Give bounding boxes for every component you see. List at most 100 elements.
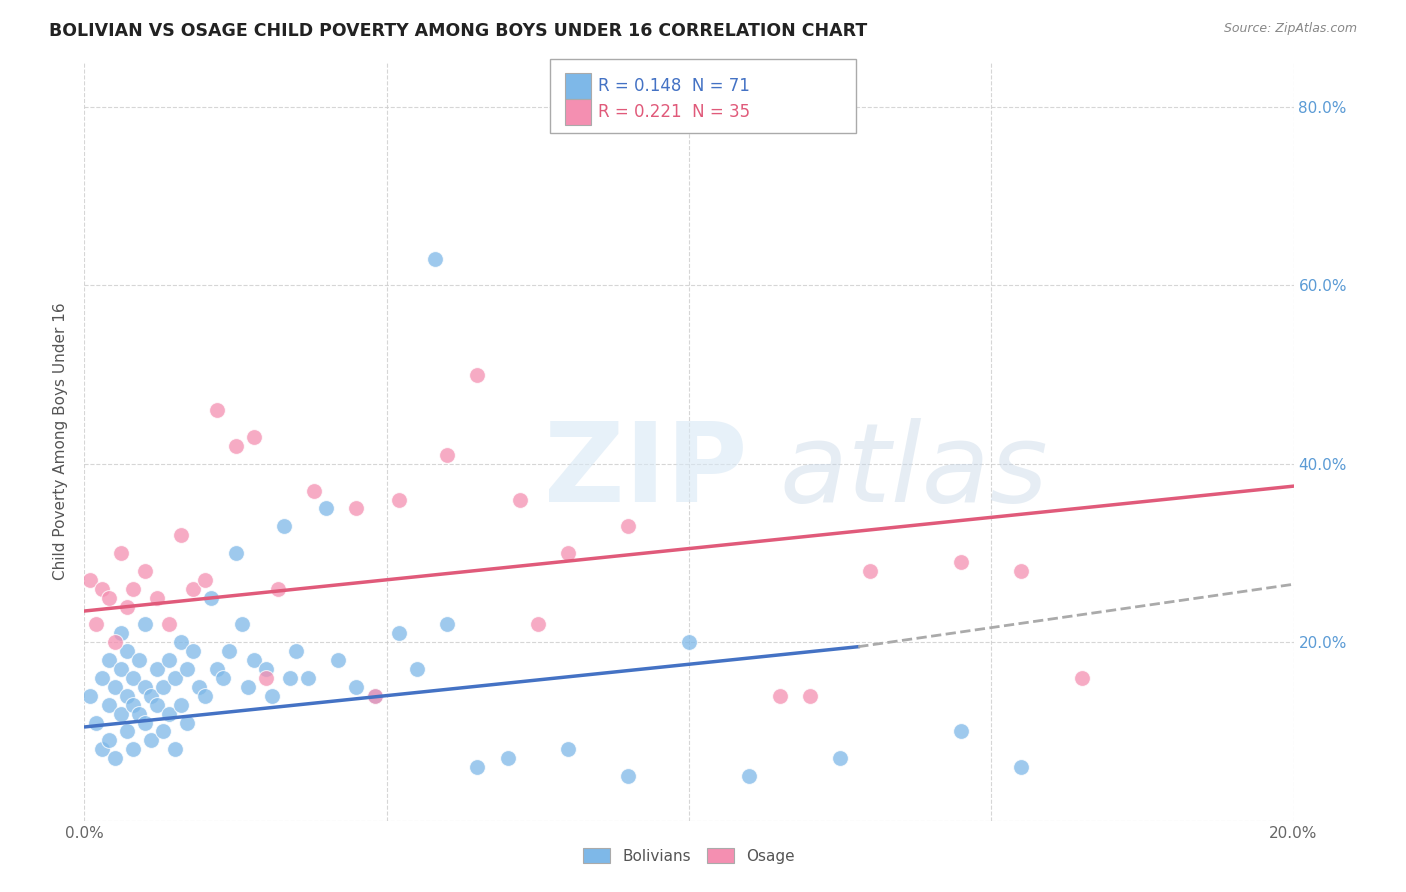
Point xyxy=(302,483,325,498)
Point xyxy=(134,564,156,578)
Point xyxy=(218,644,240,658)
Point xyxy=(950,724,973,739)
Point xyxy=(617,519,640,533)
Point xyxy=(121,698,143,712)
Point xyxy=(146,698,169,712)
Point xyxy=(165,671,187,685)
Point xyxy=(128,706,150,721)
Point xyxy=(436,617,458,632)
Point xyxy=(188,680,211,694)
Point xyxy=(242,653,264,667)
Point xyxy=(278,671,301,685)
Point xyxy=(406,662,429,676)
Point xyxy=(104,751,127,765)
Point xyxy=(134,680,156,694)
Point xyxy=(1011,564,1033,578)
Point xyxy=(260,689,283,703)
Point xyxy=(139,689,162,703)
Point xyxy=(176,662,198,676)
Point xyxy=(110,626,132,640)
Point xyxy=(346,501,368,516)
Point xyxy=(165,742,187,756)
Point xyxy=(315,501,337,516)
Point xyxy=(97,591,120,605)
Point xyxy=(176,715,198,730)
Point xyxy=(388,492,411,507)
Point xyxy=(859,564,882,578)
Point xyxy=(830,751,852,765)
Point xyxy=(121,582,143,596)
Point xyxy=(79,689,101,703)
Point xyxy=(1011,760,1033,774)
Point xyxy=(97,653,120,667)
Legend: Bolivians, Osage: Bolivians, Osage xyxy=(576,842,801,870)
Point xyxy=(110,546,132,560)
Point xyxy=(194,573,217,587)
Point xyxy=(207,662,229,676)
Point xyxy=(121,742,143,756)
Text: R = 0.221  N = 35: R = 0.221 N = 35 xyxy=(598,103,749,121)
Point xyxy=(496,751,519,765)
Point xyxy=(200,591,222,605)
Point xyxy=(91,582,114,596)
Point xyxy=(423,252,446,266)
Point xyxy=(91,742,114,756)
Y-axis label: Child Poverty Among Boys Under 16: Child Poverty Among Boys Under 16 xyxy=(53,302,69,581)
Point xyxy=(170,635,193,649)
Point xyxy=(181,644,204,658)
Point xyxy=(225,546,247,560)
Point xyxy=(91,671,114,685)
Point xyxy=(236,680,259,694)
Point xyxy=(97,733,120,747)
Point xyxy=(297,671,319,685)
Point xyxy=(115,599,138,614)
Point xyxy=(115,724,138,739)
Point xyxy=(346,680,368,694)
Point xyxy=(467,368,489,382)
Point xyxy=(79,573,101,587)
Point xyxy=(363,689,385,703)
Point xyxy=(134,617,156,632)
Point xyxy=(134,715,156,730)
Point xyxy=(128,653,150,667)
Point xyxy=(152,724,174,739)
Point xyxy=(110,662,132,676)
Text: BOLIVIAN VS OSAGE CHILD POVERTY AMONG BOYS UNDER 16 CORRELATION CHART: BOLIVIAN VS OSAGE CHILD POVERTY AMONG BO… xyxy=(49,22,868,40)
Point xyxy=(509,492,531,507)
Point xyxy=(170,528,193,542)
Point xyxy=(207,403,229,417)
Point xyxy=(97,698,120,712)
Point xyxy=(110,706,132,721)
Point xyxy=(799,689,821,703)
Point xyxy=(157,706,180,721)
Point xyxy=(115,689,138,703)
Point xyxy=(212,671,235,685)
Point xyxy=(388,626,411,640)
Point xyxy=(467,760,489,774)
Point xyxy=(617,769,640,783)
Point xyxy=(139,733,162,747)
Point xyxy=(194,689,217,703)
Point xyxy=(738,769,761,783)
Point xyxy=(527,617,550,632)
Point xyxy=(436,448,458,462)
Point xyxy=(363,689,385,703)
Point xyxy=(86,617,108,632)
Point xyxy=(86,715,108,730)
Point xyxy=(678,635,700,649)
Text: R = 0.148  N = 71: R = 0.148 N = 71 xyxy=(598,77,749,95)
Text: ZIP: ZIP xyxy=(544,418,747,525)
Point xyxy=(146,591,169,605)
Point xyxy=(152,680,174,694)
Point xyxy=(267,582,290,596)
Point xyxy=(157,653,180,667)
Point xyxy=(950,555,973,569)
Point xyxy=(225,439,247,453)
Point xyxy=(557,742,579,756)
Point xyxy=(254,662,277,676)
Point xyxy=(557,546,579,560)
Text: Source: ZipAtlas.com: Source: ZipAtlas.com xyxy=(1223,22,1357,36)
Point xyxy=(104,680,127,694)
Point xyxy=(328,653,350,667)
Point xyxy=(170,698,193,712)
